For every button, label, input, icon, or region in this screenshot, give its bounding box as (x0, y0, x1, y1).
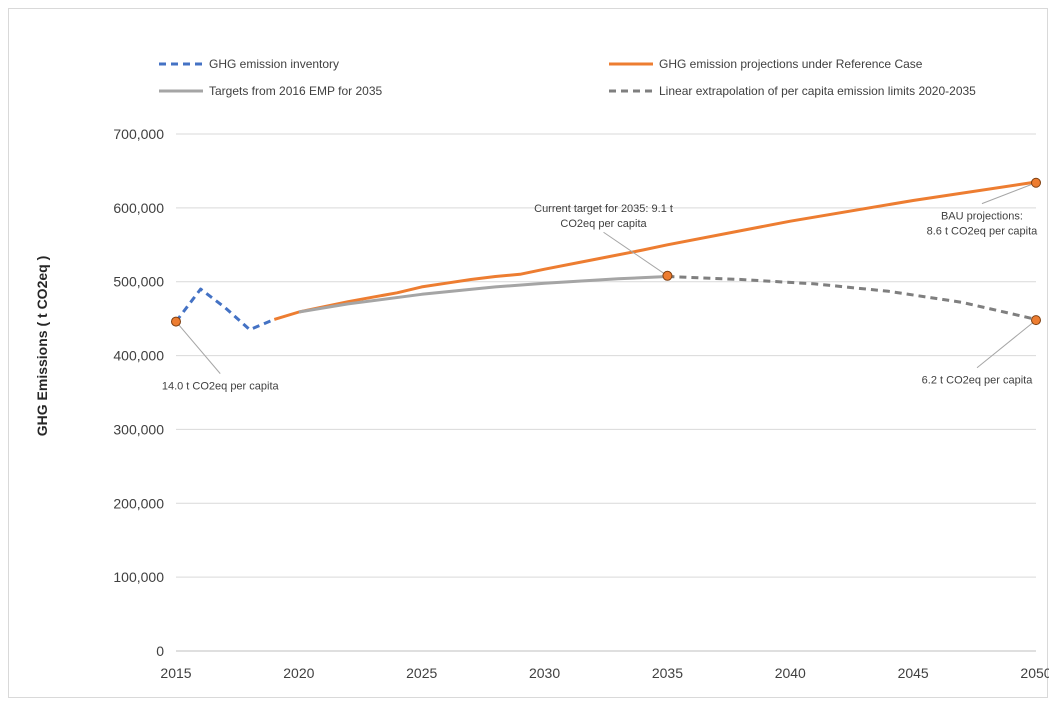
legend-label: GHG emission inventory (209, 57, 339, 71)
x-tick-label: 2045 (898, 665, 929, 681)
data-marker (171, 316, 181, 327)
data-marker (1031, 177, 1041, 188)
annotation-leader (981, 182, 1037, 205)
annotation-text: 14.0 t CO2eq per capita (162, 381, 280, 393)
gridlines (176, 133, 1036, 652)
series-line (273, 180, 1037, 321)
y-tick-label: 600,000 (113, 200, 164, 216)
annotation-text: Current target for 2035: 9.1 t (534, 203, 673, 215)
legend: GHG emission inventory GHG emission proje… (159, 57, 976, 98)
annotation-text: 8.6 t CO2eq per capita (927, 226, 1039, 238)
annotation-leader (603, 231, 668, 277)
y-tick-label: 100,000 (113, 569, 164, 585)
data-marker (1031, 315, 1041, 326)
annotation-text: CO2eq per capita (560, 218, 647, 230)
annotation-leader (976, 319, 1037, 369)
y-tick-label: 200,000 (113, 495, 164, 511)
x-tick-label: 2030 (529, 665, 560, 681)
series-line (174, 287, 275, 332)
legend-label: Targets from 2016 EMP for 2035 (209, 84, 383, 98)
x-tick-label: 2025 (406, 665, 437, 681)
axes: 0 100,000 200,000 300,000 400,000 500,000 600,… (113, 126, 1051, 681)
annotation-text: BAU projections: (941, 211, 1023, 223)
x-tick-label: 2050 (1020, 665, 1049, 681)
data-marker (662, 270, 673, 281)
legend-label: GHG emission projections under Reference… (659, 57, 923, 71)
y-axis-label: GHG Emissions ( t CO2eq ) (34, 256, 50, 436)
markers (171, 177, 1041, 327)
line-chart: 0 100,000 200,000 300,000 400,000 500,000 600,… (34, 57, 1052, 681)
x-tick-label: 2020 (283, 665, 314, 681)
legend-label: Linear extrapolation of per capita emiss… (659, 84, 976, 98)
chart-frame: 0 100,000 200,000 300,000 400,000 500,000 600,… (8, 8, 1052, 698)
x-tick-label: 2015 (160, 665, 191, 681)
x-tick-label: 2040 (775, 665, 806, 681)
series-line (298, 275, 668, 314)
x-tick-label: 2035 (652, 665, 683, 681)
series-lines (174, 180, 1037, 332)
annotation-leader (175, 321, 221, 374)
annotation-text: 6.2 t CO2eq per capita (922, 375, 1034, 387)
y-tick-label: 300,000 (113, 421, 164, 437)
annotations: 14.0 t CO2eq per capita Current target fo… (162, 182, 1039, 393)
y-tick-label: 700,000 (113, 126, 164, 142)
y-tick-label: 500,000 (113, 274, 164, 290)
y-tick-label: 400,000 (113, 348, 164, 364)
y-tick-label: 0 (156, 643, 164, 659)
series-line (667, 275, 1037, 321)
